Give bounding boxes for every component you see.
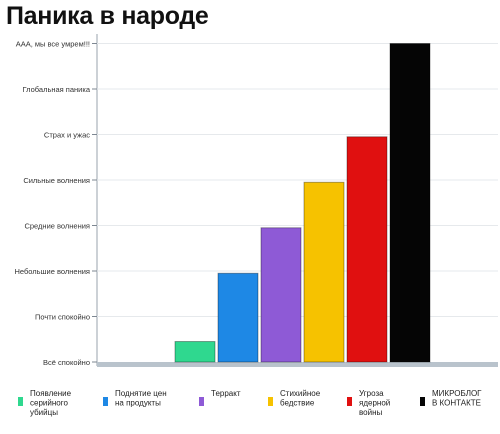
legend-swatch: [420, 397, 425, 406]
bar: [260, 227, 302, 363]
y-tick-label: Страх и ужас: [44, 131, 90, 140]
legend-label: бедствие: [280, 399, 315, 408]
y-tick-label: Глобальная паника: [23, 85, 91, 94]
legend-swatch: [268, 397, 273, 406]
legend-label: войны: [359, 408, 382, 417]
legend-label: Угроза: [359, 389, 384, 398]
legend-label: убийцы: [30, 408, 58, 417]
bar: [346, 136, 388, 363]
legend-swatch: [103, 397, 108, 406]
legend-label: на продукты: [115, 399, 161, 408]
bar: [217, 272, 259, 363]
legend-label: серийного: [30, 399, 68, 408]
y-tick-label: Почти спокойно: [35, 313, 90, 322]
legend-label: Появление: [30, 389, 72, 398]
x-axis-baseline: [97, 362, 498, 367]
y-tick-label: Небольшие волнения: [14, 267, 90, 276]
legend-item: Терракт: [199, 389, 241, 406]
legend-swatch: [347, 397, 352, 406]
bar: [174, 341, 216, 363]
y-tick-label: Средние волнения: [24, 222, 90, 231]
bar: [303, 181, 345, 363]
legend-label: МИКРОБЛОГ: [432, 389, 482, 398]
chart-title: Паника в народе: [6, 2, 209, 30]
y-tick-label: Всё спокойно: [43, 358, 90, 367]
legend-label: ядерной: [359, 399, 390, 408]
legend-swatch: [199, 397, 204, 406]
legend-label: Поднятие цен: [115, 389, 167, 398]
bar: [389, 43, 431, 363]
y-tick-label: Сильные волнения: [23, 176, 90, 185]
legend-label: Стихийное: [280, 389, 321, 398]
legend-label: Терракт: [211, 389, 241, 398]
legend-swatch: [18, 397, 23, 406]
y-tick-label: ААА, мы все умрем!!!: [16, 40, 90, 49]
legend-label: В КОНТАКТЕ: [432, 399, 481, 408]
